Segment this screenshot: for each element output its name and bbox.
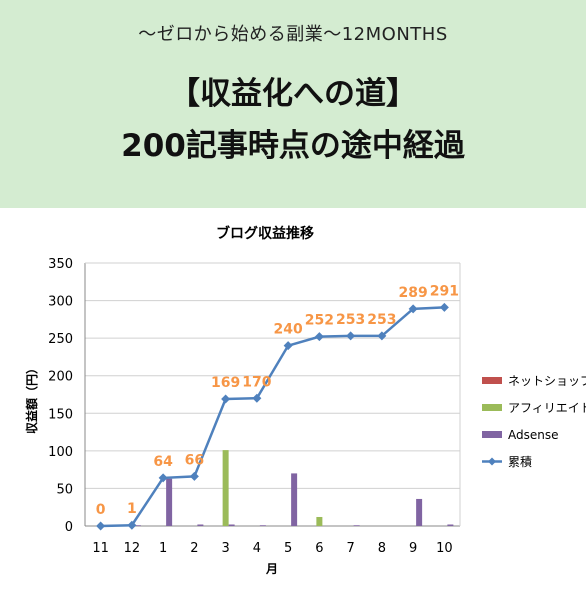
x-tick-label: 10 <box>436 541 453 556</box>
y-tick-label: 100 <box>48 445 73 460</box>
cumulative-point <box>377 331 387 341</box>
cumulative-point <box>189 471 199 481</box>
legend-marker <box>488 457 496 466</box>
x-tick-label: 3 <box>221 541 229 556</box>
x-tick-label: 4 <box>253 541 261 556</box>
cumulative-point <box>96 521 106 531</box>
data-label: 253 <box>336 312 365 328</box>
cumulative-point <box>408 304 418 314</box>
cumulative-point <box>158 473 168 483</box>
cumulative-line <box>100 306 445 528</box>
y-axis-label: 収益額（円） <box>24 362 39 434</box>
banner-title-line1: 【収益化への道】 <box>169 76 417 112</box>
cumulative-point <box>314 332 324 342</box>
revenue-chart: ブログ収益推移 収益額（円） 月 0 50 100 150 200 250 300 350 11… <box>0 208 586 586</box>
x-tick-label: 8 <box>378 541 386 556</box>
header-banner: 〜ゼロから始める副業〜12MONTHS 【収益化への道】 200記事時点の途中経… <box>0 0 586 208</box>
data-label: 1 <box>127 501 137 517</box>
data-label: 64 <box>153 454 173 470</box>
legend-swatch <box>482 431 502 438</box>
x-tick-label: 12 <box>124 541 141 556</box>
y-tick-label: 50 <box>56 482 73 497</box>
cumulative-point <box>283 341 293 351</box>
x-tick-label: 1 <box>159 541 167 556</box>
bar <box>316 516 323 526</box>
data-label: 170 <box>242 374 271 390</box>
bar <box>259 525 266 526</box>
bar <box>416 498 423 526</box>
data-label: 0 <box>96 502 106 518</box>
chart-svg: ブログ収益推移 収益額（円） 月 05010015020025030035011… <box>24 225 586 576</box>
bar <box>134 525 141 526</box>
x-tick-label: 7 <box>346 541 354 556</box>
cumulative-point <box>127 520 137 530</box>
y-tick-label: 200 <box>48 370 73 385</box>
y-tick-label: 350 <box>48 257 73 272</box>
cumulative-point <box>439 302 449 312</box>
legend-label: アフィリエイト <box>508 401 586 415</box>
x-tick-label: 9 <box>409 541 417 556</box>
bar <box>447 524 454 526</box>
x-tick-label: 11 <box>92 541 109 556</box>
cumulative-point <box>346 331 356 341</box>
legend-swatch <box>482 404 502 411</box>
y-tick-label: 300 <box>48 295 73 310</box>
x-tick-label: 5 <box>284 541 292 556</box>
legend-swatch <box>482 377 502 384</box>
y-tick-label: 250 <box>48 332 73 347</box>
chart-title: ブログ収益推移 <box>216 225 314 242</box>
legend-label: Adsense <box>508 428 559 442</box>
x-axis-label: 月 <box>265 562 278 576</box>
bar <box>222 450 229 526</box>
data-label: 289 <box>399 285 428 301</box>
cumulative-point <box>252 393 262 403</box>
data-label: 291 <box>430 283 459 299</box>
legend-label: ネットショップ <box>508 374 586 388</box>
data-label: 252 <box>305 313 334 329</box>
bar <box>291 473 298 526</box>
banner-title-line2: 200記事時点の途中経過 <box>121 128 465 164</box>
legend-label: 累積 <box>508 454 532 469</box>
y-tick-label: 0 <box>65 520 73 535</box>
data-label: 66 <box>185 452 204 468</box>
data-label: 240 <box>274 322 303 338</box>
bar <box>353 525 360 526</box>
x-tick-label: 6 <box>315 541 323 556</box>
x-tick-label: 2 <box>190 541 198 556</box>
bar <box>228 524 235 526</box>
bar <box>197 524 204 526</box>
bar <box>166 478 173 526</box>
data-label: 169 <box>211 375 240 391</box>
cumulative-point <box>221 394 231 404</box>
banner-subtitle: 〜ゼロから始める副業〜12MONTHS <box>138 24 448 45</box>
y-tick-label: 150 <box>48 407 73 422</box>
data-label: 253 <box>367 312 396 328</box>
